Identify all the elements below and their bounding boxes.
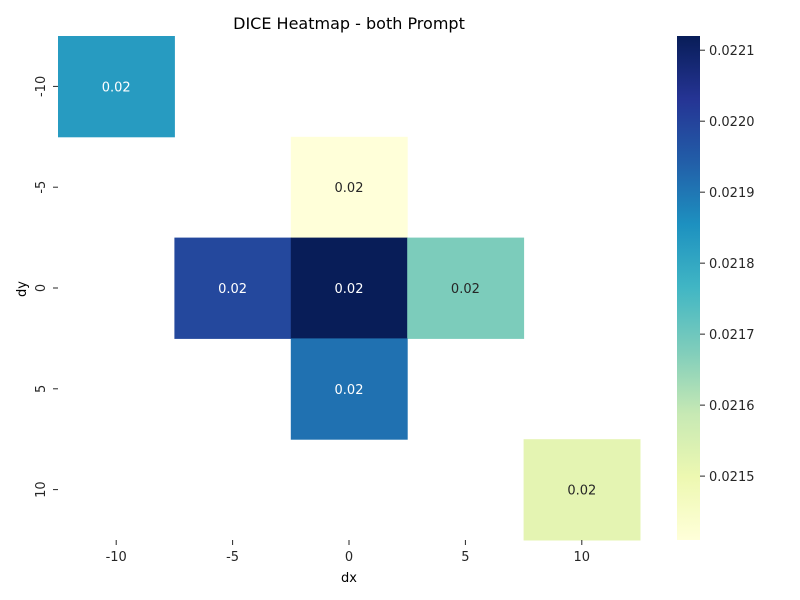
colorbar-tick-label: 0.0218 — [709, 257, 755, 272]
colorbar-tick-label: 0.0215 — [709, 470, 755, 485]
x-axis: -10 -5 0 5 10 — [106, 540, 590, 565]
colorbar-gradient — [677, 36, 700, 540]
cell-value-label: 0.02 — [335, 383, 364, 398]
y-axis-label: dy — [15, 281, 30, 297]
heatmap-cell — [58, 36, 175, 138]
colorbar-tick-label: 0.0220 — [709, 115, 755, 130]
y-tick-label: 10 — [34, 481, 49, 498]
cell-value-label: 0.02 — [567, 484, 596, 499]
x-tick-label: 5 — [461, 550, 469, 565]
y-axis: -10 -5 0 5 10 — [34, 76, 58, 498]
cell-value-label: 0.02 — [218, 282, 247, 297]
colorbar: 0.0215 0.0216 0.0217 0.0218 0.0219 0.0220 0.02… — [677, 36, 755, 540]
heatmap-cell — [290, 136, 408, 239]
y-tick-label: -10 — [34, 76, 49, 97]
chart-title: DICE Heatmap - both Prompt — [233, 14, 465, 33]
y-tick-label: 5 — [34, 385, 49, 393]
cell-value-label: 0.02 — [451, 282, 480, 297]
colorbar-tick-label: 0.0216 — [709, 399, 755, 414]
x-tick-label: -5 — [226, 550, 239, 565]
heatmap-cell — [174, 237, 292, 339]
heatmap-cell — [290, 237, 408, 339]
heatmap-cells: 0.02 0.02 0.02 0.02 0.02 0.02 0.02 — [58, 36, 641, 541]
heatmap-cell — [523, 439, 641, 541]
y-tick-label: -5 — [34, 181, 49, 194]
x-tick-label: -10 — [106, 550, 127, 565]
y-tick-label: 0 — [34, 284, 49, 292]
cell-value-label: 0.02 — [335, 181, 364, 196]
heatmap-cell — [407, 237, 525, 339]
x-axis-label: dx — [341, 571, 357, 586]
x-tick-label: 10 — [574, 550, 591, 565]
colorbar-tick-label: 0.0217 — [709, 328, 755, 343]
colorbar-tick-label: 0.0221 — [709, 44, 755, 59]
x-tick-label: 0 — [345, 550, 353, 565]
heatmap-cell — [290, 338, 408, 440]
colorbar-tick-label: 0.0219 — [709, 186, 755, 201]
cell-value-label: 0.02 — [102, 80, 131, 95]
cell-value-label: 0.02 — [335, 282, 364, 297]
